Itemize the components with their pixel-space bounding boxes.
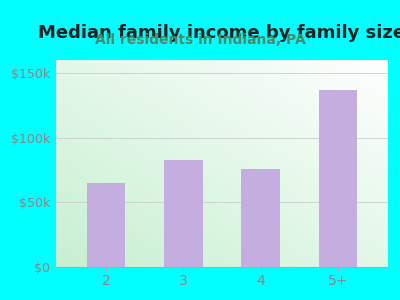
Bar [87, 183, 126, 267]
Text: All residents in Indiana, PA: All residents in Indiana, PA [95, 34, 305, 47]
Title: Median family income by family size: Median family income by family size [38, 24, 400, 42]
Bar [318, 90, 357, 267]
Bar [241, 169, 280, 267]
Bar [164, 160, 203, 267]
